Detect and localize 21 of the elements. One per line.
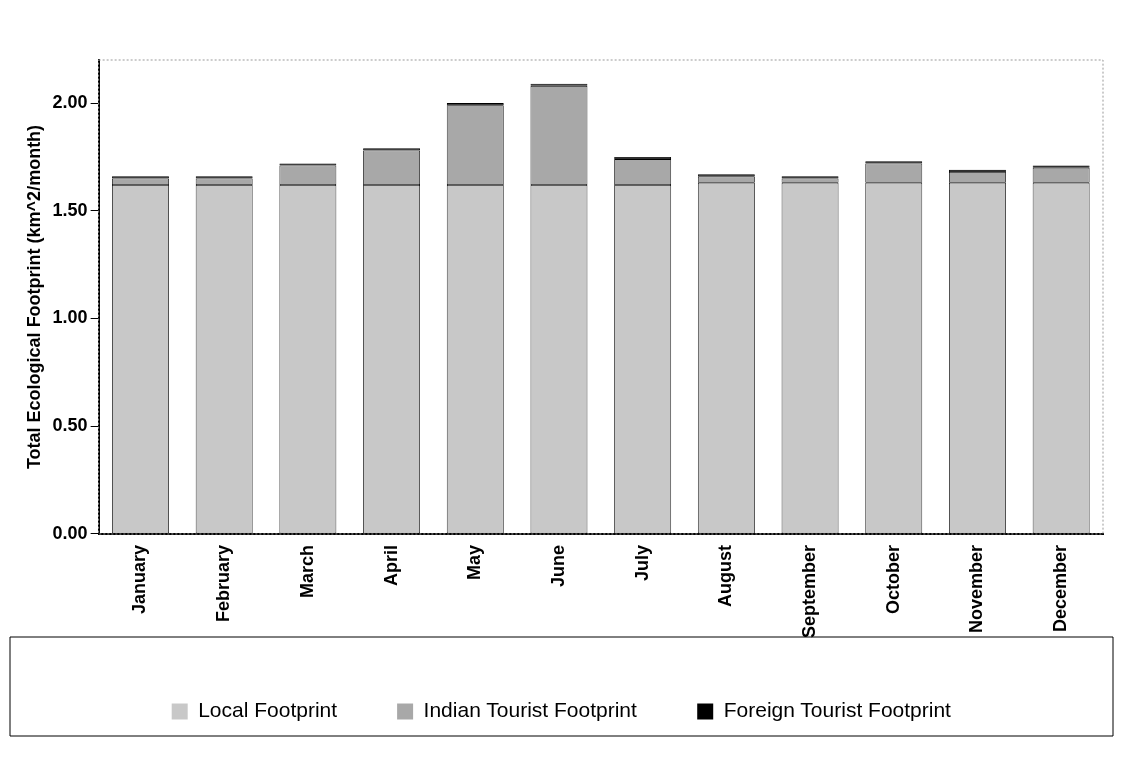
- x-tick-label: July: [631, 544, 652, 581]
- x-tick-label: April: [380, 544, 401, 586]
- x-tick-label: June: [547, 544, 568, 587]
- y-tick-label: 2.00: [52, 92, 88, 113]
- legend-label: Foreign Tourist Footprint: [723, 698, 952, 722]
- legend-label: Local Footprint: [198, 698, 338, 722]
- x-tick-label: November: [966, 544, 987, 633]
- x-tick-label: February: [213, 544, 234, 622]
- y-tick-label: 0.50: [52, 415, 88, 436]
- x-tick-label: September: [799, 544, 820, 639]
- x-tick-label: May: [464, 544, 485, 580]
- x-tick-label: August: [715, 544, 736, 607]
- x-tick-label: October: [882, 544, 903, 614]
- y-tick-label: 1.50: [52, 199, 88, 220]
- x-tick-label: January: [129, 544, 150, 615]
- y-axis-title: Total Ecological Footprint (km^2/month): [23, 124, 44, 470]
- x-tick-label: December: [1050, 544, 1071, 633]
- y-tick-label: 1.00: [52, 307, 88, 328]
- legend-label: Indian Tourist Footprint: [423, 698, 637, 722]
- x-tick-label: March: [296, 544, 317, 598]
- y-tick-label: 0.00: [52, 522, 88, 543]
